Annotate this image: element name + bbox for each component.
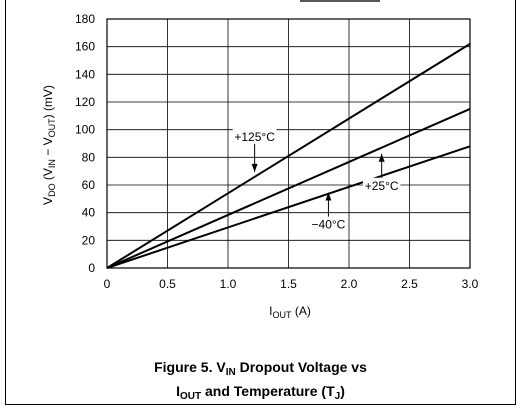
- annotation-0: +125°C: [232, 128, 277, 172]
- y-tick-label: 20: [82, 233, 96, 247]
- annotation-label-bg: [309, 216, 348, 232]
- y-axis-title: VDO (VIN − VOUT) (mV): [41, 85, 57, 205]
- series-line-2: [106, 145, 471, 269]
- x-tick-label: 2.0: [341, 277, 358, 291]
- series-line-0: [106, 43, 471, 269]
- annotation-arrowhead: [378, 153, 385, 162]
- x-tick-label: 3.0: [462, 277, 479, 291]
- dropout-voltage-chart: +125°C +25°C −40°C 0 0.5 1.0 1.5 2.0 2.5 3.0 0 20 4…: [41, 12, 479, 320]
- caption-line-2: IOUT and Temperature (TJ): [176, 383, 345, 402]
- frame-right-border: [515, 0, 516, 405]
- annotation-2: −40°C: [309, 192, 348, 232]
- annotation-label-bg: [232, 128, 277, 144]
- annotation-arrowhead: [251, 163, 258, 172]
- x-tick-label: 0.5: [159, 277, 176, 291]
- y-tick-label: 140: [75, 67, 95, 81]
- y-tick-label: 120: [75, 95, 95, 109]
- x-tick-label: 0: [104, 277, 111, 291]
- x-axis-title: IOUT (A): [269, 304, 311, 320]
- y-tick-label: 100: [75, 123, 95, 137]
- x-tick-label: 2.5: [401, 277, 418, 291]
- y-tick-label: 60: [82, 178, 96, 192]
- y-tick-label: 80: [82, 150, 96, 164]
- annotations: +125°C +25°C −40°C: [232, 128, 401, 232]
- grid: [106, 18, 471, 269]
- plot-area-border: [106, 18, 471, 269]
- series-line-1: [106, 108, 471, 269]
- x-tick-label: 1.0: [220, 277, 237, 291]
- annotation-arrowhead: [325, 192, 332, 201]
- tick-labels: 0 0.5 1.0 1.5 2.0 2.5 3.0 0 20 40 60 80 100 120 140 160…: [75, 12, 479, 291]
- y-tick-label: 160: [75, 40, 95, 54]
- y-tick-label: 180: [75, 12, 95, 26]
- frame-bottom-border: [5, 404, 516, 405]
- annotation-text: +125°C: [234, 130, 275, 144]
- annotation-1: +25°C: [362, 153, 401, 193]
- figure-caption: Figure 5. VIN Dropout Voltage vs IOUT an…: [0, 358, 521, 406]
- y-tick-label: 0: [88, 261, 95, 275]
- annotation-text: −40°C: [312, 218, 346, 232]
- y-tick-label: 40: [82, 206, 96, 220]
- frame-left-border: [5, 0, 6, 405]
- clipped-header-fragment: [300, 0, 380, 2]
- x-tick-label: 1.5: [280, 277, 297, 291]
- annotation-text: +25°C: [365, 179, 399, 193]
- annotation-label-bg: [362, 177, 401, 193]
- caption-line-1: Figure 5. VIN Dropout Voltage vs: [154, 359, 367, 378]
- series-lines: [106, 43, 471, 269]
